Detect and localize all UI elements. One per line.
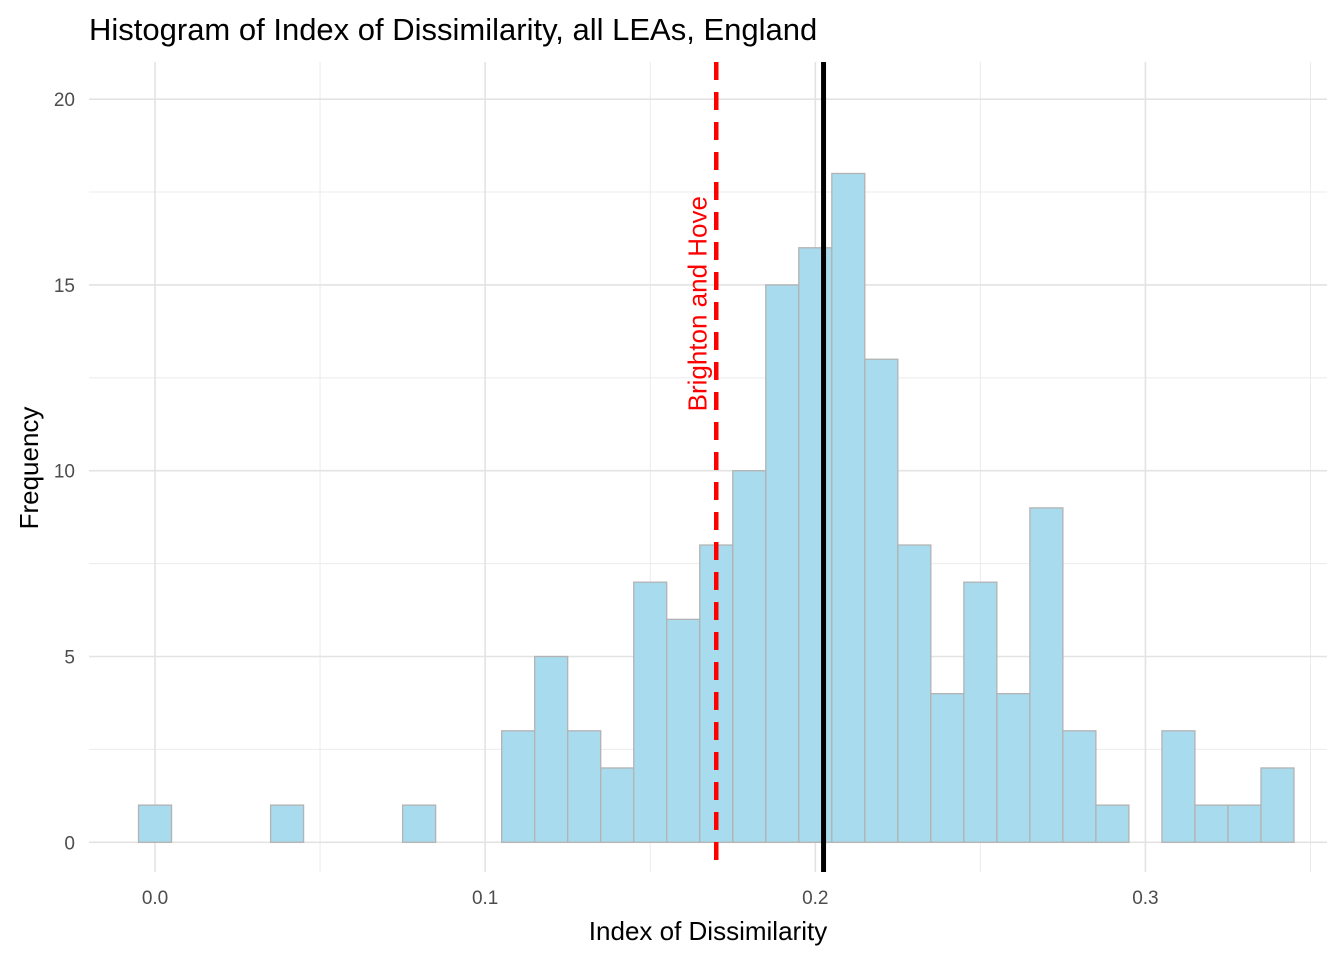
- histogram-bar: [1194, 804, 1229, 843]
- y-tick-label: 20: [54, 90, 75, 111]
- histogram-bar: [269, 804, 305, 843]
- y-axis-ticks: 0 5 10 15 20: [54, 90, 75, 854]
- y-tick-label: 5: [64, 647, 75, 668]
- x-tick-label: 0.2: [802, 888, 828, 909]
- histogram-bar: [137, 804, 173, 843]
- histogram-bars: [137, 172, 1295, 843]
- histogram-bar: [732, 470, 767, 843]
- histogram-bar: [1227, 804, 1262, 843]
- histogram-bar: [1161, 730, 1196, 843]
- histogram-bar: [534, 655, 569, 843]
- y-tick-label: 0: [64, 833, 75, 854]
- histogram-bar: [567, 730, 602, 843]
- x-tick-label: 0.3: [1132, 888, 1158, 909]
- histogram-bar: [963, 581, 998, 843]
- histogram-bar: [1029, 507, 1064, 843]
- histogram-bar: [831, 172, 866, 843]
- brighton-and-hove-label: Brighton and Hove: [682, 196, 712, 411]
- histogram-bar: [1062, 730, 1097, 843]
- histogram-bar: [930, 693, 965, 843]
- chart-title: Histogram of Index of Dissimilarity, all…: [89, 12, 817, 47]
- y-tick-label: 10: [54, 462, 75, 483]
- histogram-bar: [798, 247, 833, 843]
- histogram-bar: [897, 544, 932, 843]
- x-axis-title: Index of Dissimilarity: [589, 916, 827, 946]
- reference-lines: Brighton and Hove: [682, 62, 827, 872]
- histogram-bar: [600, 767, 635, 843]
- histogram-bar: [1095, 804, 1130, 843]
- histogram-bar: [864, 358, 899, 843]
- y-tick-label: 15: [54, 276, 75, 297]
- histogram-bar: [633, 581, 668, 843]
- histogram-bar: [401, 804, 437, 843]
- x-axis-ticks: 0.0 0.1 0.2 0.3: [142, 888, 1159, 909]
- y-axis-title: Frequency: [14, 407, 44, 530]
- x-tick-label: 0.1: [472, 888, 498, 909]
- histogram-bar: [501, 730, 536, 843]
- histogram-bar: [666, 618, 701, 843]
- x-tick-label: 0.0: [142, 888, 168, 909]
- histogram-bar: [1260, 767, 1295, 843]
- histogram-bar: [996, 693, 1031, 843]
- histogram-bar: [765, 284, 800, 843]
